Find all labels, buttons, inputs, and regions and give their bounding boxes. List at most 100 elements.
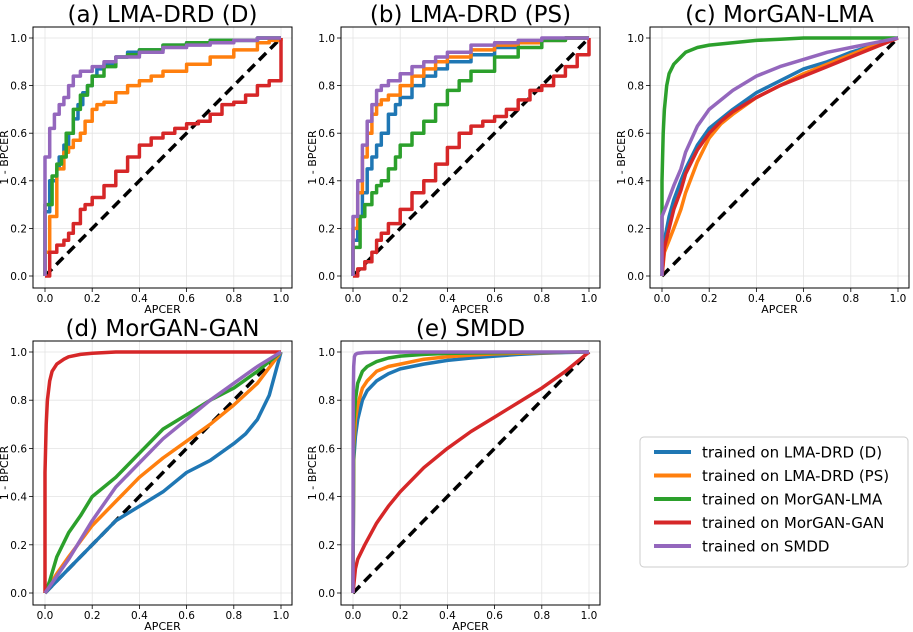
x-tick-label: 0.4 (131, 610, 148, 622)
legend-label: trained on MorGAN-GAN (702, 514, 884, 532)
x-tick-label: 1.0 (273, 293, 290, 305)
x-tick-label: 0.6 (486, 610, 503, 622)
roc-panel: 0.0 0.2 0.4 0.6 0.8 1.0 0.0 0.2 0.4 0.6 0.8 1.0 APCE… (0, 2, 293, 316)
y-tick-label: 0.4 (10, 176, 27, 188)
series-line (660, 36, 899, 276)
axes-frame (340, 26, 601, 289)
y-axis-label: 1 - BPCER (306, 130, 319, 185)
x-tick-label: 0.4 (439, 293, 456, 305)
series-line (351, 36, 589, 276)
x-tick-label: 0.0 (37, 293, 54, 305)
y-tick-label: 0.8 (627, 81, 644, 93)
x-tick-label: 0.2 (84, 610, 101, 622)
panel-title: (a) LMA-DRD (D) (68, 2, 258, 28)
y-tick-label: 0.6 (318, 443, 335, 455)
series-line (43, 36, 281, 276)
axes-frame (32, 26, 293, 289)
axes-frame (32, 340, 293, 606)
x-axis-label: APCER (144, 620, 181, 632)
y-tick-label: 0.8 (318, 395, 335, 407)
x-tick-label: 0.4 (131, 293, 148, 305)
y-axis-label: 1 - BPCER (0, 445, 11, 500)
series-line (43, 36, 281, 276)
y-axis-label: 1 - BPCER (306, 445, 319, 500)
x-tick-label: 0.4 (748, 293, 765, 305)
y-tick-label: 0.4 (318, 176, 335, 188)
legend-label: trained on LMA-DRD (PS) (702, 467, 889, 485)
y-tick-label: 0.0 (627, 271, 644, 283)
x-tick-label: 0.6 (178, 610, 195, 622)
legend-label: trained on MorGAN-LMA (702, 491, 883, 509)
y-tick-label: 0.8 (318, 81, 335, 93)
y-tick-label: 0.0 (318, 588, 335, 600)
chance-diagonal (43, 36, 283, 278)
series-line (353, 38, 591, 278)
x-axis-label: APCER (452, 303, 489, 316)
legend: trained on LMA-DRD (D) trained on LMA-DRD… (639, 436, 909, 568)
x-tick-label: 1.0 (890, 293, 907, 305)
legend-label: trained on SMDD (702, 538, 829, 556)
series-line (45, 38, 283, 278)
series-line (351, 36, 589, 276)
y-axis-label: 1 - BPCER (615, 130, 628, 185)
y-tick-label: 1.0 (318, 33, 335, 45)
x-tick-label: 0.8 (533, 293, 550, 305)
x-tick-label: 0.2 (84, 293, 101, 305)
x-tick-label: 1.0 (273, 610, 290, 622)
legend-box (639, 436, 909, 568)
x-tick-label: 0.0 (654, 293, 671, 305)
series-line (660, 36, 898, 276)
series-line (351, 36, 589, 276)
y-tick-label: 0.0 (318, 271, 335, 283)
y-tick-label: 0.2 (318, 223, 335, 235)
y-tick-label: 0.2 (10, 540, 27, 552)
y-tick-label: 1.0 (627, 33, 644, 45)
y-tick-label: 1.0 (318, 347, 335, 359)
y-tick-label: 0.6 (10, 128, 27, 140)
series-line (351, 350, 591, 594)
y-tick-label: 1.0 (10, 33, 27, 45)
chance-diagonal (351, 350, 591, 595)
series-line (660, 36, 899, 277)
series-line (43, 350, 283, 594)
y-tick-label: 0.6 (10, 443, 27, 455)
x-tick-label: 1.0 (581, 610, 598, 622)
y-tick-label: 1.0 (10, 347, 27, 359)
x-tick-label: 0.8 (533, 610, 550, 622)
x-axis-label: APCER (452, 620, 489, 632)
roc-panel: 0.0 0.2 0.4 0.6 0.8 1.0 0.0 0.2 0.4 0.6 0.8 1.0 APCE… (615, 2, 910, 316)
y-tick-label: 0.0 (10, 271, 27, 283)
y-tick-label: 0.8 (10, 81, 27, 93)
x-axis-label: APCER (761, 303, 798, 316)
x-tick-label: 0.8 (225, 293, 242, 305)
panel-title: (d) MorGAN-GAN (66, 316, 260, 342)
series-line (660, 36, 899, 277)
chance-diagonal (660, 36, 900, 278)
x-tick-label: 0.4 (439, 610, 456, 622)
x-tick-label: 0.2 (392, 293, 409, 305)
series-line (43, 351, 283, 595)
x-tick-label: 0.6 (486, 293, 503, 305)
x-tick-label: 0.0 (37, 610, 54, 622)
chance-diagonal (351, 36, 591, 278)
x-tick-label: 0.8 (842, 293, 859, 305)
roc-panel: 0.0 0.2 0.4 0.6 0.8 1.0 0.0 0.2 0.4 0.6 0.8 1.0 APCE… (306, 316, 601, 632)
series-line (351, 36, 589, 276)
y-tick-label: 0.0 (10, 588, 27, 600)
y-tick-label: 0.2 (627, 223, 644, 235)
y-tick-label: 0.8 (10, 395, 27, 407)
x-tick-label: 0.6 (178, 293, 195, 305)
y-axis-label: 1 - BPCER (0, 130, 11, 185)
x-tick-label: 0.8 (225, 610, 242, 622)
panel-title: (b) LMA-DRD (PS) (370, 2, 571, 28)
axes-frame (649, 26, 910, 289)
legend-label: trained on LMA-DRD (D) (702, 444, 882, 462)
series-line (43, 350, 281, 593)
x-tick-label: 0.0 (345, 293, 362, 305)
y-tick-label: 0.6 (627, 128, 644, 140)
y-tick-label: 0.2 (10, 223, 27, 235)
y-tick-label: 0.4 (627, 176, 644, 188)
axes-frame (340, 340, 601, 606)
y-tick-label: 0.6 (318, 128, 335, 140)
